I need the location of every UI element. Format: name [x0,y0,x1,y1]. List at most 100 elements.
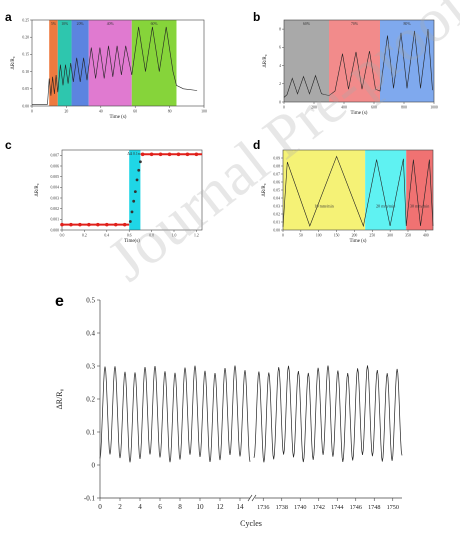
panel-c-ytick-label-5: 0.005 [50,175,59,179]
panel-d-ytick-label-1: 0.01 [273,220,280,224]
panel-e-xtick-label-0-3: 6 [158,503,162,511]
panel-b-xtick-label-1: 200 [311,106,317,110]
panel-d-ytick-label-5: 0.05 [273,188,280,192]
panel-e-ytick-label-0: -0.1 [84,495,96,503]
panel-d-xtick-label-6: 300 [387,234,393,238]
panel-d-region-label-2: 30 mm/min [410,204,430,209]
panel-c-xtick-label-5: 1.0 [172,234,177,238]
panel-c-region-0 [129,150,141,230]
panel-d-series-line [282,155,434,228]
panel-a-xtick-label-3: 60 [133,110,137,114]
panel-a-xtick-label-0: 0 [31,110,33,114]
panel-e-xlabel: Cycles [240,519,262,528]
panel-d-ytick-label-0: 0.00 [273,228,280,232]
panel-e-xtick-label-0-7: 14 [236,503,244,511]
panel-b-ytick-label-0: 0 [279,100,281,104]
panel-b-chart: b 60% 70% 80% 0 2 4 6 8 0 200 400 600 800 1000 Time (s)… [253,10,438,116]
panel-a-series-line [32,26,198,105]
panel-d-chart: d10 mm/min 20 mm/min 30 mm/min0.000.010.02… [253,138,434,244]
panel-a-region-2 [71,20,89,106]
panel-b-region-label-2: 80% [404,22,412,26]
panel-c-xtick-label-6: 1.2 [194,234,199,238]
panel-c-letter: c [5,138,12,152]
panel-c-xtick-label-3: 0.6 [127,234,132,238]
panel-e-xtick-label-1-2: 1740 [294,504,306,511]
panel-b-region-2 [380,20,434,102]
panel-a-chart: a 5% 10% 20% 40% 60% 0.00 0.05 0.10 0.15 0.20 0.25 0… [5,10,207,120]
panel-c-xtick-label-1: 0.2 [82,234,87,238]
panel-b-xtick-label-5: 1000 [430,106,438,110]
panel-c-point-10 [132,199,136,203]
panel-e-ytick-label-2: 0.1 [86,429,95,437]
panel-b-series-line [283,29,433,98]
panel-a-region-label-1: 10% [61,22,69,26]
panel-b-ytick-label-1: 2 [279,82,281,86]
panel-e-axis-break [247,494,257,502]
panel-c-ylabel: ΔR/R₀ [35,183,40,196]
panel-b-ytick-label-2: 4 [279,64,281,68]
panel-d-region-label-0: 10 mm/min [314,204,334,209]
panel-d-ytick-label-8: 0.08 [273,164,280,168]
panel-a-region-0 [49,20,58,106]
panel-a-region-label-0: 5% [51,22,57,26]
panel-b-xlabel: Time (s) [351,111,368,116]
panel-c-chart: c ΔΔ 0.1ms 0.000 0.001 0.002 0.003 0.004 0.005 0… [5,138,203,244]
panel-e-xtick-label-1-7: 1750 [387,504,399,511]
panel-c-region-label-0: ΔΔ 0.1ms [127,152,142,156]
panel-a-region-4 [131,20,177,106]
panel-c-ytick-label-3: 0.003 [50,196,59,200]
panel-e-xtick-label-0-4: 8 [178,503,182,511]
panel-a-region-label-3: 40% [107,22,115,26]
panel-d-ytick-label-7: 0.07 [273,172,280,176]
panel-d-xtick-label-3: 150 [334,234,340,238]
panel-b-ylabel: ΔR/R₀ [263,54,268,67]
panel-e-ytick-label-3: 0.2 [86,396,95,404]
panel-b-ytick-label-4: 8 [279,27,281,31]
panel-d-ytick-label-3: 0.03 [273,204,280,208]
panel-a-ytick-label-4: 0.20 [22,36,29,40]
panel-a-xtick-label-5: 100 [201,110,207,114]
panel-e-xtick-label-0-1: 2 [118,503,122,511]
panel-a-ylabel: ΔR/R₀ [11,56,16,69]
panel-d-xtick-label-0: 0 [282,234,284,238]
panel-a-xtick-label-1: 20 [65,110,69,114]
panel-a-ytick-label-3: 0.15 [22,53,29,57]
panel-e-series-line-0 [99,365,251,463]
panel-c-ytick-label-0: 0.000 [50,228,59,232]
panel-d-xtick-label-4: 200 [352,234,358,238]
panel-c-xtick-label-4: 0.8 [149,234,154,238]
panel-e-ylabel: ΔR/R₀ [55,388,64,409]
panel-b-ytick-label-3: 6 [279,46,281,50]
panel-a-frame [31,19,205,107]
panel-a-region-3 [88,20,132,106]
panel-e-ytick-label-6: 0.5 [86,297,95,305]
panel-b-region-label-1: 70% [351,22,359,26]
panel-a-letter: a [5,10,12,24]
panel-d-region-0 [283,150,366,230]
panel-b-frame [283,19,435,103]
panel-d-ytick-label-4: 0.04 [273,196,280,200]
panel-c-point-12 [135,178,139,182]
panel-c-xlabel: Time(s) [124,239,140,244]
panel-e-xtick-label-0-5: 10 [196,503,204,511]
panel-a-xlabel: Time (s) [110,115,127,120]
panel-e-xtick-label-1-4: 1744 [331,504,343,511]
panel-e-series-line-1 [253,365,403,463]
panel-c-point-14 [139,160,142,164]
panel-e-xtick-label-1-6: 1748 [368,504,380,511]
panel-e-xtick-label-1-5: 1746 [350,504,362,511]
panel-e-xtick-label-1-0: 1736 [257,504,269,511]
panel-b-xtick-label-4: 800 [401,106,407,110]
panel-a-ytick-label-2: 0.10 [22,70,29,74]
panel-c-frame [61,149,203,231]
panel-a-xtick-label-4: 80 [168,110,172,114]
panel-e-xtick-label-1-3: 1742 [313,504,325,511]
panel-b-letter: b [253,10,260,24]
panel-a-region-1 [57,20,72,106]
panel-d-ytick-label-6: 0.06 [273,180,280,184]
panel-d-xtick-label-1: 50 [299,234,303,238]
panel-d-xtick-label-2: 100 [316,234,322,238]
panel-d-xlabel: Time (s) [350,239,367,244]
panel-e-letter: e [55,293,64,310]
